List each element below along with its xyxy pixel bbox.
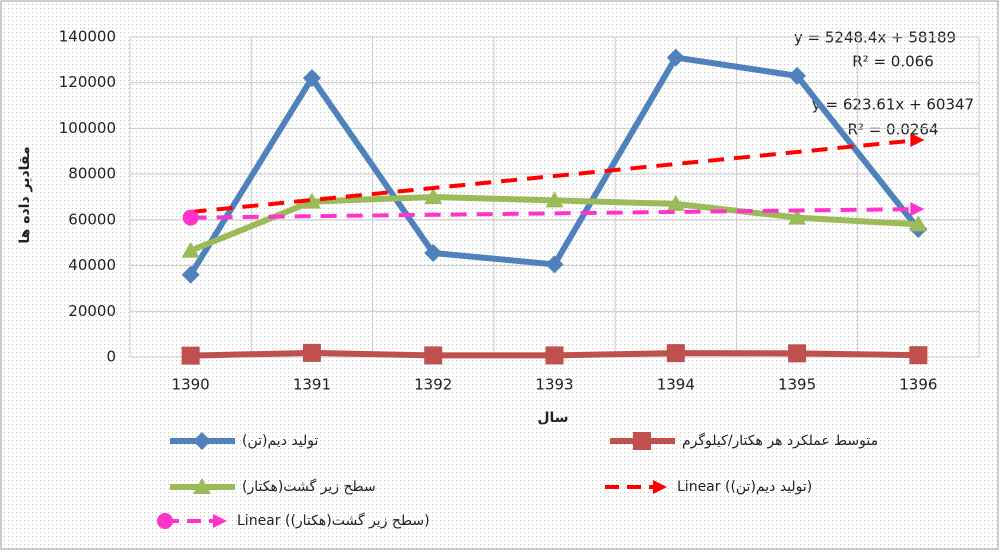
legend-label: Linear (تولید دیم(تن)) <box>677 479 812 495</box>
point-marker <box>545 255 564 274</box>
legend-label: تولید دیم(تن) <box>242 433 318 449</box>
legend-marker <box>633 432 651 450</box>
y-tick-label: 80000 <box>68 165 116 183</box>
x-tick-label: 1395 <box>778 376 816 394</box>
legend-marker <box>193 478 211 494</box>
point-marker <box>181 346 200 365</box>
x-tick-label: 1396 <box>899 376 937 394</box>
trend-r2: R² = 0.0264 <box>847 121 938 139</box>
trend-arrow <box>213 514 227 528</box>
trend-arrow <box>910 133 925 148</box>
trend-line <box>190 207 919 220</box>
x-axis-title: سال <box>537 410 568 426</box>
point-marker <box>788 344 807 363</box>
legend-label: متوسط عملکرد هر هکتار/کیلوگرم <box>682 432 878 449</box>
point-marker <box>302 69 321 88</box>
trend-arrow <box>653 480 667 494</box>
y-tick-label: 100000 <box>59 119 116 137</box>
y-tick-label: 0 <box>106 348 116 366</box>
point-marker <box>788 208 807 225</box>
point-marker <box>666 48 685 67</box>
point-marker <box>545 191 564 208</box>
point-marker <box>302 192 321 209</box>
point-marker <box>666 344 685 363</box>
point-marker <box>666 194 685 211</box>
trend-line <box>190 138 919 214</box>
x-tick-label: 1392 <box>414 376 452 394</box>
point-marker <box>181 241 200 258</box>
point-marker <box>181 265 200 284</box>
trend-r2: R² = 0.066 <box>852 53 933 71</box>
point-marker <box>424 244 443 262</box>
point-marker <box>788 66 807 85</box>
x-tick-label: 1390 <box>172 376 210 394</box>
point-marker <box>424 346 443 365</box>
trend-equation: y = 623.61x + 60347 <box>812 96 974 114</box>
point-marker <box>545 346 564 365</box>
legend-label: Linear (سطح زیر گشت(هکتار)) <box>237 512 430 529</box>
point-marker <box>909 346 928 365</box>
y-tick-label: 60000 <box>68 210 116 228</box>
point-marker <box>302 343 321 362</box>
x-tick-label: 1391 <box>293 376 331 394</box>
y-tick-label: 120000 <box>59 73 116 91</box>
legend-marker <box>157 513 173 529</box>
y-tick-label: 140000 <box>59 28 116 46</box>
trend-arrow <box>910 202 925 217</box>
x-tick-label: 1393 <box>535 376 573 394</box>
x-tick-label: 1394 <box>657 376 695 394</box>
y-tick-label: 40000 <box>68 256 116 274</box>
point-marker <box>424 188 443 204</box>
legend-marker <box>193 432 211 450</box>
legend-label: سطح زیر گشت(هکتار) <box>242 478 376 495</box>
y-tick-label: 20000 <box>68 302 116 320</box>
y-axis-title: مقادیر داده ها <box>17 146 33 243</box>
point-marker <box>909 215 928 232</box>
trend-marker <box>182 209 199 226</box>
